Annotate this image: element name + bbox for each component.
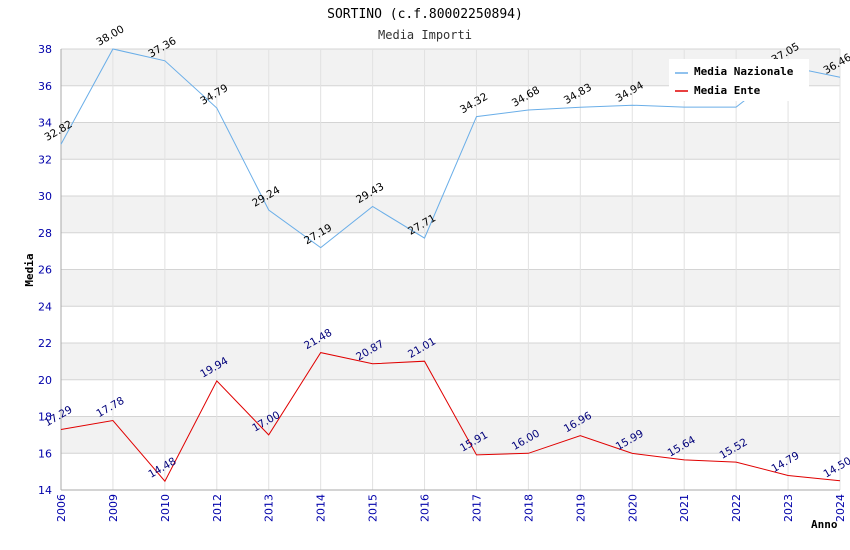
plot-band [61, 196, 840, 233]
x-tick-label: 2013 [263, 494, 276, 522]
x-tick-label: 2015 [367, 494, 380, 522]
y-tick-label: 32 [38, 153, 52, 166]
x-tick-label: 2010 [159, 494, 172, 522]
legend: Media Nazionale Media Ente [669, 59, 809, 101]
x-tick-label: 2009 [107, 494, 120, 522]
chart-subtitle: Media Importi [378, 28, 472, 42]
x-axis-title: Anno [811, 518, 838, 531]
x-tick-labels: 2006 2009 2010 2012 2013 2014 2015 2016 2017 2018… [55, 494, 847, 522]
y-tick-label: 14 [38, 484, 52, 497]
series-line-media-ente [60, 352, 841, 483]
series-line-media-nazionale [60, 48, 841, 249]
plot-band [61, 343, 840, 380]
x-tick-label: 2024 [834, 494, 847, 522]
x-tick-label: 2017 [470, 494, 483, 522]
x-tick-label: 2016 [419, 494, 432, 522]
y-tick-label: 30 [38, 190, 52, 203]
plot-band [61, 416, 840, 454]
y-tick-label: 34 [38, 117, 52, 130]
x-tick-label: 2020 [626, 494, 639, 522]
x-tick-label: 2021 [678, 494, 691, 522]
x-tick-label: 2014 [315, 494, 328, 522]
plot-band [61, 306, 840, 343]
y-axis-title: Media [23, 253, 36, 286]
x-tick-label: 2019 [574, 494, 587, 522]
plot-band [61, 453, 840, 490]
series-lines [60, 48, 841, 483]
x-tick-label: 2022 [730, 494, 743, 522]
y-tick-label: 22 [38, 337, 52, 350]
legend-box [669, 59, 809, 101]
y-tick-label: 36 [38, 80, 52, 93]
y-tick-label: 24 [38, 300, 52, 313]
x-tick-label: 2006 [55, 494, 68, 522]
legend-label-media-nazionale: Media Nazionale [694, 65, 794, 78]
legend-label-media-ente: Media Ente [694, 84, 761, 97]
plot-band [61, 269, 840, 307]
grid-lines [60, 48, 841, 491]
chart-title: SORTINO (c.f.80002250894) [327, 7, 523, 22]
plot-band [61, 232, 840, 270]
y-tick-labels: 14 16 18 20 22 24 26 28 30 32 34 36 38 [38, 43, 52, 497]
y-tick-label: 20 [38, 374, 52, 387]
y-tick-label: 38 [38, 43, 52, 56]
x-tick-label: 2018 [522, 494, 535, 522]
data-label-media-nazionale: 38.00 [94, 23, 126, 48]
y-tick-label: 16 [38, 447, 52, 460]
y-tick-label: 18 [38, 411, 52, 424]
x-tick-label: 2012 [211, 494, 224, 522]
axes [60, 49, 840, 491]
y-tick-label: 26 [38, 264, 52, 277]
y-tick-label: 28 [38, 227, 52, 240]
x-tick-label: 2023 [782, 494, 795, 522]
plot-band [61, 122, 840, 160]
plot-band [61, 379, 840, 417]
plot-background-bands [61, 49, 840, 490]
